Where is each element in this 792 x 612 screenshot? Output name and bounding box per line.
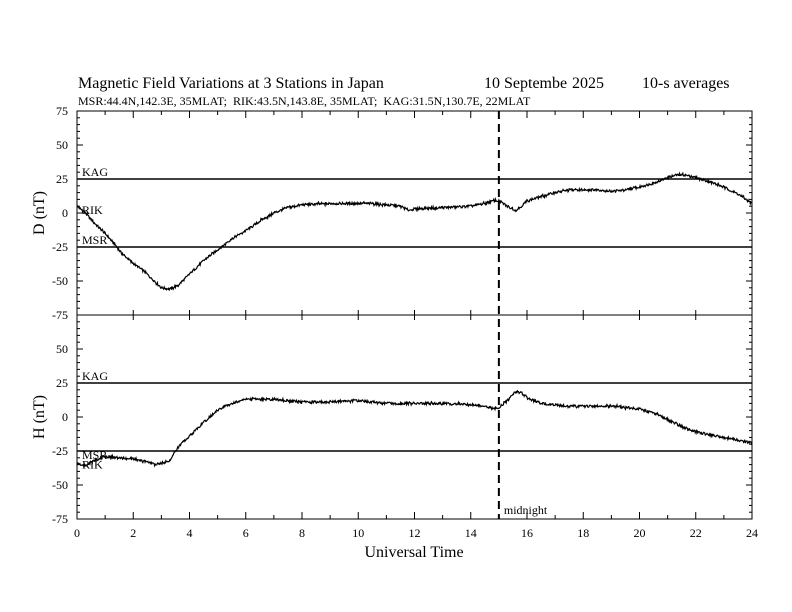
x-tick-label: 0	[74, 526, 80, 540]
averaging-label: 10-s averages	[642, 75, 730, 92]
y-tick-label: 75	[56, 104, 68, 118]
d-panel-frame	[76, 110, 753, 316]
chart-title: Magnetic Field Variations at 3 Stations …	[78, 75, 384, 92]
x-tick-label: 4	[187, 526, 193, 540]
d-y-axis: 75 50 25 0 -25 -50 -75	[52, 104, 752, 322]
midnight-label: midnight	[504, 503, 548, 517]
d-baselines	[77, 178, 752, 248]
station-label-kag: KAG	[82, 165, 108, 179]
station-label-msr: MSR	[82, 448, 107, 462]
x-tick-label: 10	[352, 526, 364, 540]
y-tick-label: -25	[52, 444, 68, 458]
h-y-axis: 50 25 0 -25 -50 -75	[52, 314, 752, 526]
y-tick-label: -50	[52, 478, 68, 492]
x-axis-label: Universal Time	[364, 544, 463, 561]
y-tick-label: -25	[52, 240, 68, 254]
station-label-kag: KAG	[82, 369, 108, 383]
d-station-labels: KAG RIK MSR	[82, 165, 108, 247]
date-day: 10 Septembe	[484, 75, 567, 92]
y-tick-label: 0	[62, 410, 68, 424]
d-trace	[76, 171, 753, 292]
station-label-rik: RIK	[82, 457, 103, 471]
station-label-rik: RIK	[82, 203, 103, 217]
d-axis-label: D (nT)	[31, 191, 48, 235]
x-tick-label: 16	[521, 526, 533, 540]
x-tick-label: 22	[690, 526, 702, 540]
x-tick-label: 2	[130, 526, 136, 540]
d-panel: 75 50 25 0 -25 -50 -75 KAG RIK MSR D (nT)	[31, 104, 753, 322]
y-tick-label: -75	[52, 512, 68, 526]
y-tick-label: -75	[52, 308, 68, 322]
x-tick-label: 8	[299, 526, 305, 540]
h-trace	[76, 389, 753, 469]
y-tick-label: -50	[52, 274, 68, 288]
x-tick-label: 20	[634, 526, 646, 540]
h-axis-label: H (nT)	[31, 395, 48, 439]
y-tick-label: 50	[56, 138, 68, 152]
x-tick-label: 14	[465, 526, 477, 540]
stations-line: MSR:44.4N,142.3E, 35MLAT; RIK:43.5N,143.…	[78, 94, 531, 108]
x-axis: 0 2 4 6 8 10 12 14 16 18 20 22 24	[74, 111, 758, 540]
x-tick-label: 6	[243, 526, 249, 540]
h-panel-frame	[76, 314, 753, 520]
station-label-msr: MSR	[82, 233, 107, 247]
y-tick-label: 25	[56, 172, 68, 186]
date-year: 2025	[572, 75, 604, 92]
h-baselines	[77, 382, 752, 452]
y-tick-label: 25	[56, 376, 68, 390]
x-tick-label: 18	[577, 526, 589, 540]
x-tick-label: 12	[409, 526, 421, 540]
y-tick-label: 0	[62, 206, 68, 220]
x-tick-label: 24	[746, 526, 758, 540]
y-tick-label: 50	[56, 342, 68, 356]
